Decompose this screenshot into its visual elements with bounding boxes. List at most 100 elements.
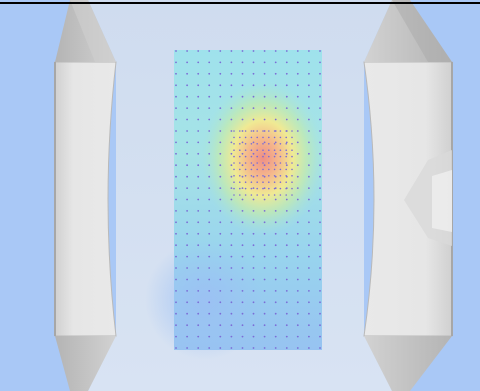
heatmap-plane[interactable] [145,50,325,360]
sample-point [319,324,321,327]
sample-point [308,278,310,281]
sample-point [274,221,277,224]
sample-point [263,107,266,109]
sample-point [186,95,189,98]
sample-point [208,312,211,315]
sample-point [263,255,266,258]
sample-point [197,175,200,178]
sample-point [285,267,288,269]
sample-point [219,221,222,224]
sample-point [175,244,177,247]
sample-point [274,118,277,121]
sample-point [285,198,288,201]
sample-point [263,221,266,224]
sample-point [252,290,255,292]
sample-point [285,95,288,98]
sample-point [197,84,200,87]
refined-sample-point [285,194,288,196]
sample-point [197,130,200,132]
sample-point [175,72,177,75]
sample-point [241,187,244,190]
sample-point [230,152,233,155]
left-wall [54,61,117,337]
refined-sample-point [233,187,235,190]
sample-point [308,175,310,178]
refined-sample-point [256,162,259,164]
refined-sample-point [268,187,270,190]
sample-point [319,187,321,190]
sample-point [252,61,255,64]
refined-sample-point [239,162,241,164]
sample-point [285,290,288,292]
sample-point [252,301,255,304]
right-bottom-hood [364,336,452,391]
refined-sample-point [285,162,288,164]
sample-point [175,50,177,52]
refined-sample-point [279,149,282,151]
sample-point [308,130,310,132]
sample-point [175,130,177,132]
sample-point [274,278,277,281]
sample-point [219,335,222,338]
sample-point [252,107,255,109]
sample-point [219,72,222,75]
sample-point [252,324,255,327]
refined-sample-point [244,155,247,158]
refined-sample-point [256,168,259,171]
sample-point [208,244,211,247]
sample-point [230,324,233,327]
refined-sample-point [233,149,235,151]
sample-point [186,164,189,167]
sample-point [197,312,200,315]
refined-sample-point [250,149,253,151]
refined-sample-point [233,155,235,158]
refined-sample-point [291,149,293,151]
sample-point [319,278,321,281]
sample-point [208,118,211,121]
sample-point [175,175,177,178]
sample-point [296,278,299,281]
sample-point [208,141,211,144]
sample-point [241,118,244,121]
sample-point [186,107,189,109]
sample-point [197,255,200,258]
refined-sample-point [262,130,264,132]
sample-point [175,84,177,87]
refined-sample-point [279,181,282,183]
sample-point [241,255,244,258]
refined-sample-point [291,136,293,139]
refined-sample-point [273,175,276,177]
sample-point [230,61,233,64]
sample-point [308,312,310,315]
sample-point [175,347,177,349]
sample-point [296,141,299,144]
sample-point [252,267,255,269]
sample-point [296,301,299,304]
sample-point [252,187,255,190]
sample-point [308,107,310,109]
sample-point [219,255,222,258]
sample-point [230,95,233,98]
sample-point [186,152,189,155]
sample-point [230,210,233,212]
sample-point [252,72,255,75]
sample-point [230,84,233,87]
sample-point [241,232,244,235]
sample-point [308,210,310,212]
refined-sample-point [285,155,288,158]
sample-point [186,84,189,87]
sample-point [263,130,266,132]
sample-point [263,290,266,292]
left-top-hood [55,0,116,62]
sample-point [197,187,200,190]
sample-point [285,312,288,315]
sample-point [186,118,189,121]
refined-sample-point [268,155,270,158]
refined-sample-point [279,175,282,177]
sample-point [274,244,277,247]
sample-point [263,210,266,212]
sample-point [197,152,200,155]
sample-point [296,130,299,132]
